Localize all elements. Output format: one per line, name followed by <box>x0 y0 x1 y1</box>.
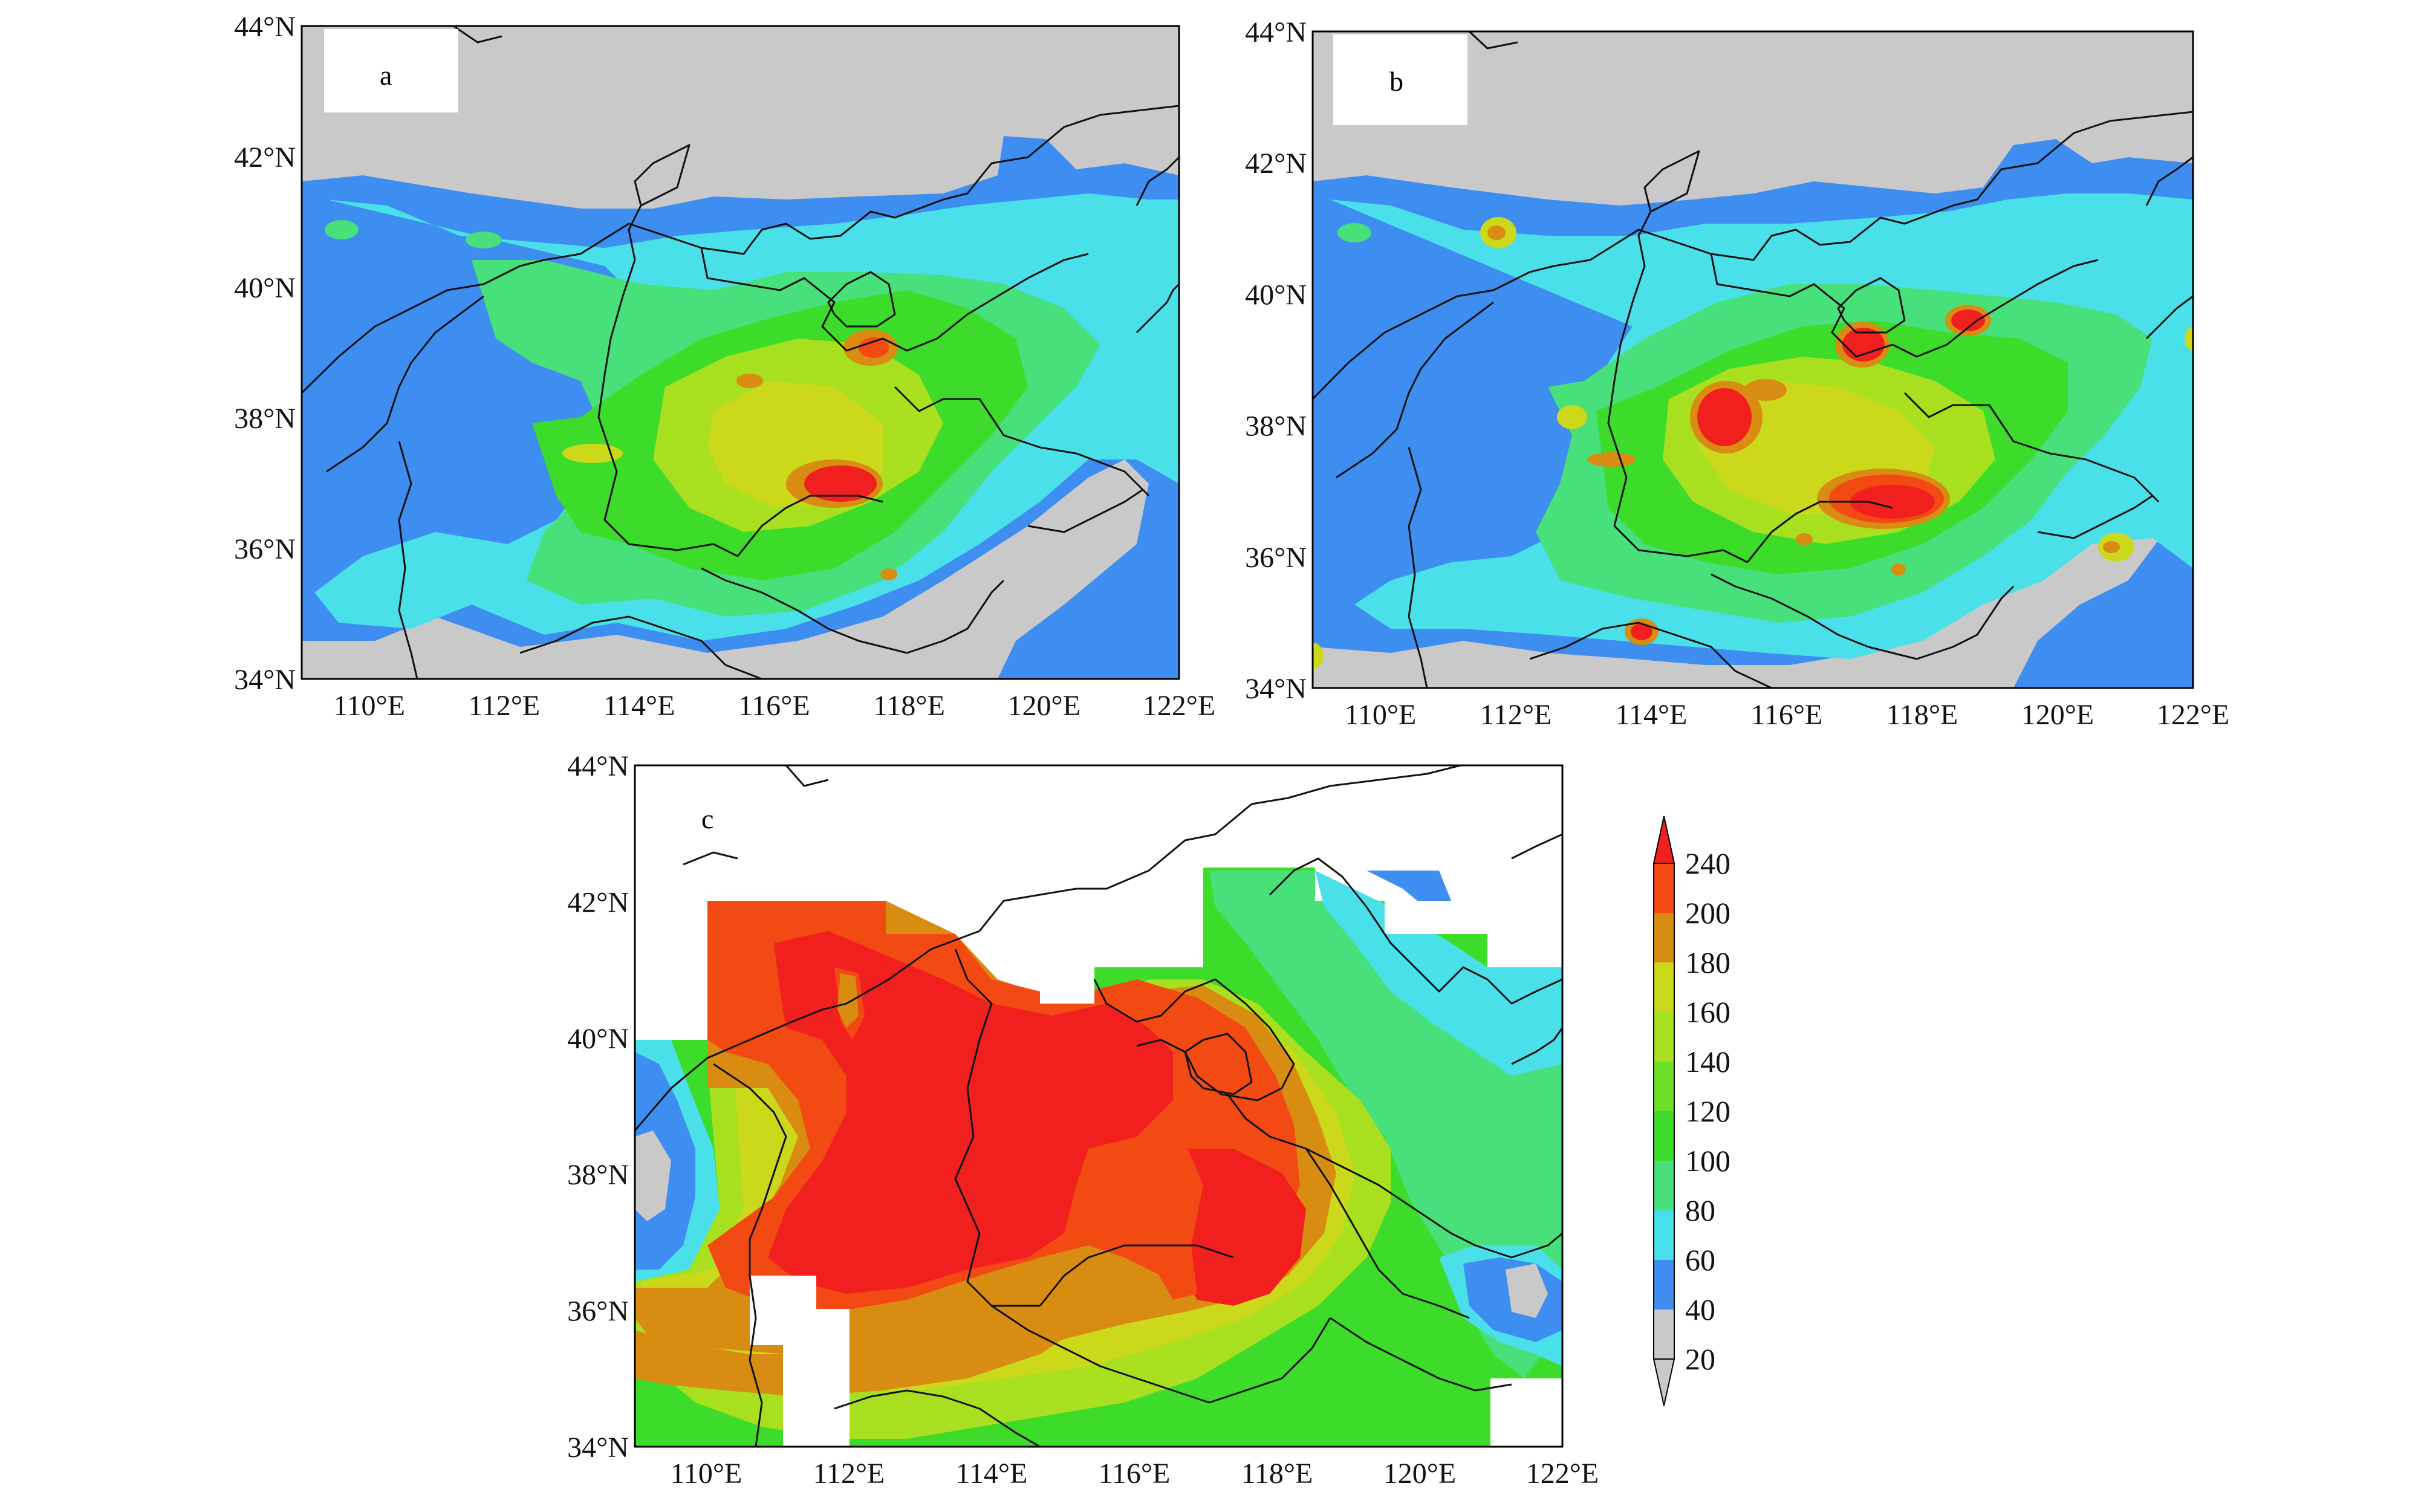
panel-c-lon-tick-label: 116°E <box>1099 1458 1171 1490</box>
panel-c-lon-tick-label: 118°E <box>1241 1458 1313 1490</box>
panel-c-frame <box>634 764 1564 1448</box>
panel-a-lon-tick-label: 120°E <box>1008 690 1081 722</box>
panel-b-lat-tick-label: 42°N <box>1245 148 1307 180</box>
panel-c-axis-labels: 44°N 42°N 40°N 38°N 36°N 34°N 110°E 112°E 114°E 1… <box>567 750 1599 1490</box>
panel-b-axis-labels: 44°N 42°N 40°N 38°N 36°N 34°N 110°E 112°E 114°E 1… <box>1245 16 2229 731</box>
colorbar-segment <box>1654 1210 1674 1260</box>
colorbar-tick-label: 80 <box>1685 1193 1715 1227</box>
colorbar-segment <box>1654 863 1674 913</box>
panel-c-lon-tick-label: 114°E <box>956 1458 1028 1490</box>
panel-a-lat-tick-label: 42°N <box>234 141 296 174</box>
colorbar-tick-label: 60 <box>1685 1243 1715 1277</box>
colorbar-tick-label: 40 <box>1685 1293 1715 1326</box>
map-panel-a: a <box>301 25 1180 680</box>
panel-a-axis-labels: 44°N 42°N 40°N 38°N 36°N 34°N 110°E 112°E 114°E 1… <box>234 11 1215 722</box>
panel-a-label: a <box>380 60 392 91</box>
panel-a-lon-tick-label: 112°E <box>468 690 540 722</box>
panel-c-label: c <box>701 803 713 834</box>
panel-a-frame <box>301 25 1180 680</box>
colorbar-tick-label: 100 <box>1685 1144 1730 1178</box>
panel-c-borders <box>635 765 1562 1447</box>
colorbar-segment <box>1654 1012 1674 1062</box>
colorbar-tick-label: 20 <box>1685 1342 1715 1376</box>
colorbar-frame <box>1653 863 1675 1360</box>
panel-c-lon-tick-label: 112°E <box>813 1458 885 1490</box>
panel-a-lon-tick-label: 118°E <box>873 690 945 722</box>
panel-a-lat-tick-label: 36°N <box>234 533 296 565</box>
panel-b-lon-tick-label: 116°E <box>1751 699 1823 731</box>
panel-a-label-box <box>324 29 458 112</box>
panel-c-lat-tick-label: 44°N <box>567 750 629 782</box>
colorbar-tick-label: 240 <box>1685 846 1730 880</box>
colorbar-top-arrow <box>1652 816 1675 864</box>
panel-b-lon-tick-label: 112°E <box>1480 699 1552 731</box>
panel-b-lon-tick-label: 122°E <box>2157 699 2230 731</box>
panel-b-lon-tick-label: 120°E <box>2021 699 2094 731</box>
panel-b-lat-tick-label: 36°N <box>1245 542 1307 574</box>
panel-a-lat-tick-label: 34°N <box>234 664 296 696</box>
colorbar-segment <box>1654 962 1674 1012</box>
panel-c-lat-tick-label: 36°N <box>567 1296 629 1328</box>
panel-b-lat-tick-label: 38°N <box>1245 410 1307 443</box>
panel-b-lat-tick-label: 44°N <box>1245 16 1307 48</box>
panel-a-lat-tick-label: 40°N <box>234 272 296 304</box>
colorbar-segment <box>1654 1260 1674 1309</box>
panel-b-label: b <box>1389 66 1403 97</box>
panel-b-lon-tick-label: 114°E <box>1616 699 1688 731</box>
panel-a-lat-tick-label: 38°N <box>234 403 296 435</box>
map-panel-b: b <box>1311 30 2194 689</box>
panel-c-lon-tick-label: 110°E <box>671 1458 742 1490</box>
panel-b-field <box>1313 139 2193 688</box>
panel-a-lon-tick-label: 110°E <box>333 690 405 722</box>
panel-c-lon-tick-label: 120°E <box>1383 1458 1457 1490</box>
colorbar-segment <box>1654 913 1674 962</box>
panel-a-lat-tick-label: 44°N <box>234 11 296 43</box>
panel-c-lat-tick-label: 40°N <box>567 1023 629 1055</box>
panel-a-lon-tick-label: 122°E <box>1143 690 1216 722</box>
map-panel-c: c <box>634 764 1564 1448</box>
panel-c-lat-tick-label: 34°N <box>567 1432 629 1464</box>
panel-c-lat-tick-label: 42°N <box>567 886 629 918</box>
colorbar-tick-label: 200 <box>1685 896 1730 930</box>
panel-b-lat-tick-label: 34°N <box>1245 673 1307 705</box>
panel-a-borders <box>302 26 1179 679</box>
panel-a-lon-tick-label: 114°E <box>603 690 675 722</box>
colorbar-tick-label: 160 <box>1685 995 1730 1029</box>
panel-c-lon-tick-label: 122°E <box>1526 1458 1599 1490</box>
colorbar-segment <box>1654 1062 1674 1111</box>
panel-b-lon-tick-label: 118°E <box>1886 699 1958 731</box>
colorbar-tick-label: 140 <box>1685 1045 1730 1079</box>
panel-b-label-box <box>1333 34 1467 125</box>
panel-b-lon-tick-label: 110°E <box>1345 699 1417 731</box>
panel-a-field <box>302 136 1179 679</box>
panel-a-lon-tick-label: 116°E <box>738 690 810 722</box>
colorbar-segment <box>1654 1161 1674 1210</box>
panel-b-borders <box>1313 31 2193 688</box>
colorbar-bottom-arrow <box>1652 1358 1675 1406</box>
colorbar-segment <box>1654 1309 1674 1359</box>
colorbar: 240 200 180 160 140 120 100 80 60 40 20 <box>1652 816 1730 1406</box>
colorbar-segment <box>1654 1111 1674 1161</box>
panel-c-lat-tick-label: 38°N <box>567 1159 629 1191</box>
colorbar-tick-label: 180 <box>1685 946 1730 979</box>
colorbar-tick-label: 120 <box>1685 1094 1730 1128</box>
panel-b-frame <box>1311 30 2194 689</box>
panel-b-lat-tick-label: 40°N <box>1245 279 1307 311</box>
